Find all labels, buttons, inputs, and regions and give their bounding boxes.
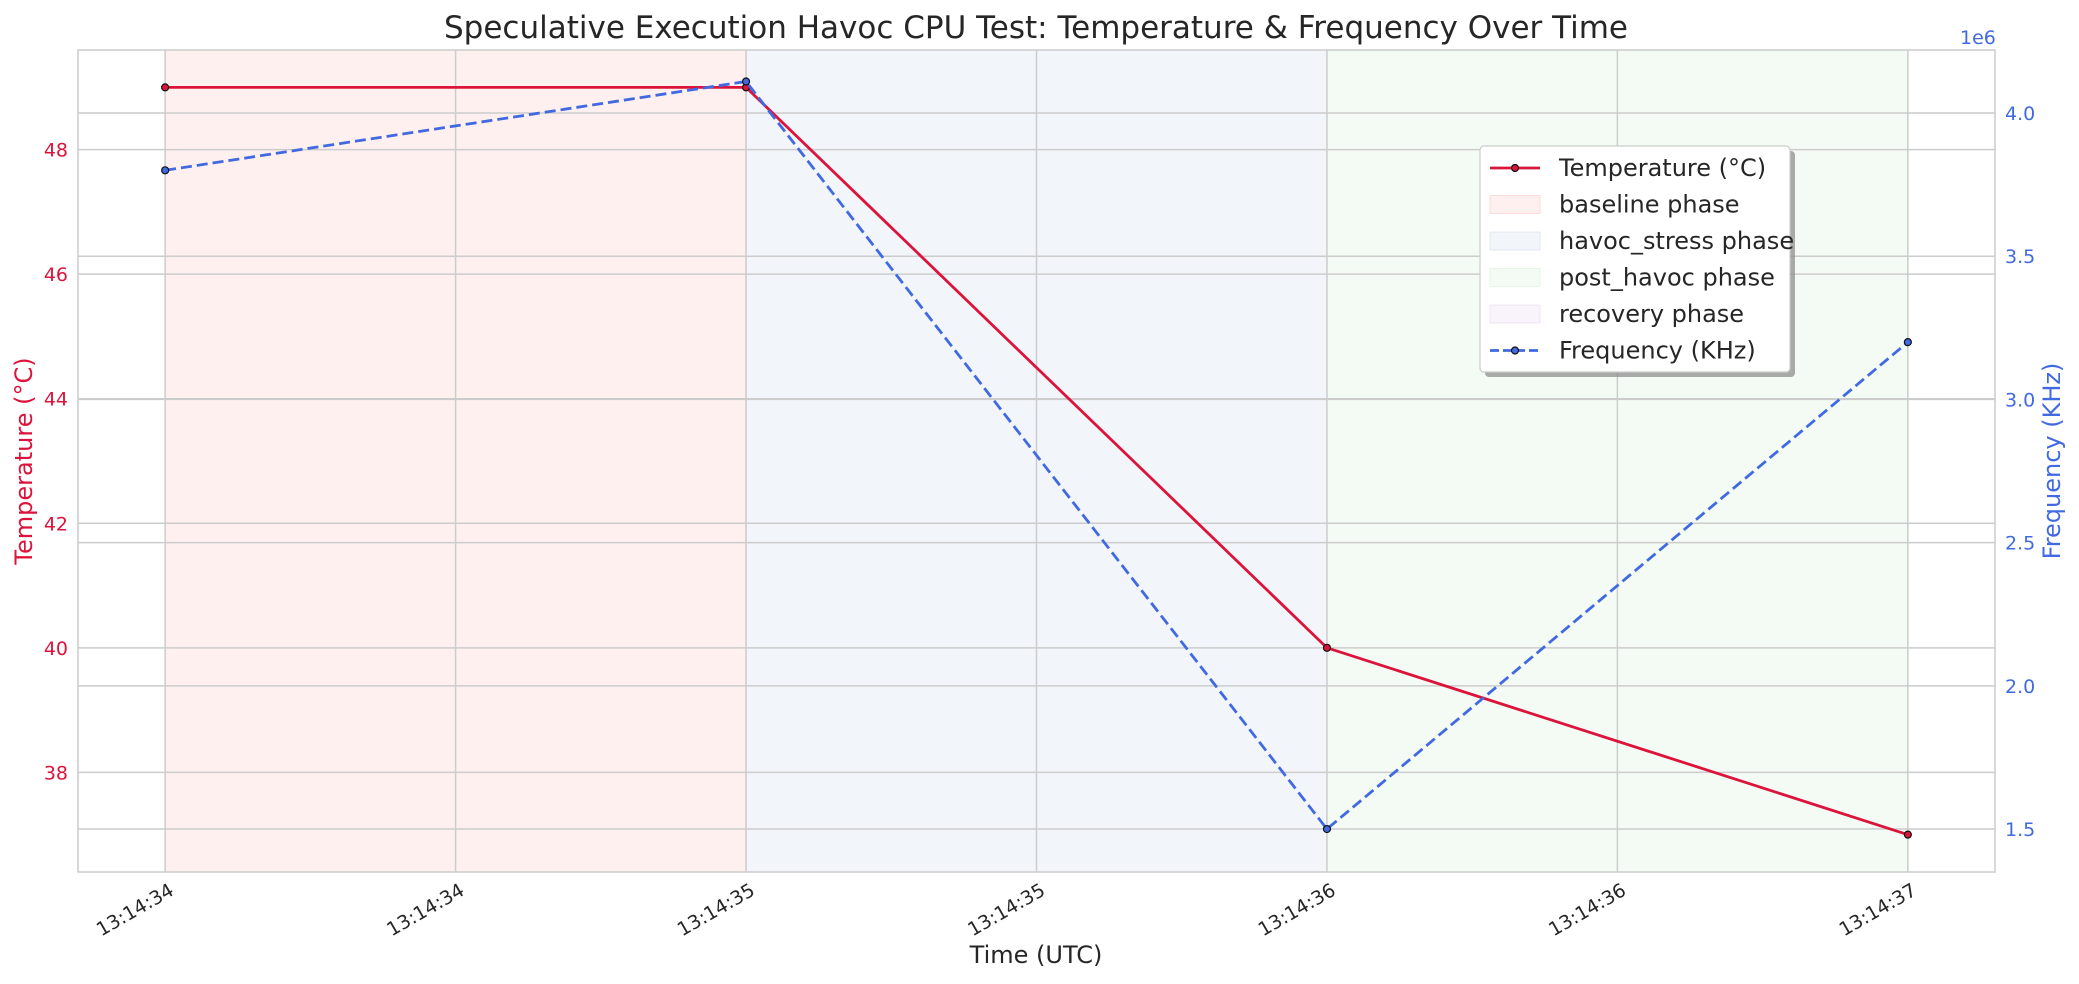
y-right-tick-label: 2.0 [2005,676,2035,698]
y-left-tick-label: 46 [44,264,68,286]
x-tick-label: 13:14:36 [1255,879,1340,941]
y-axis-right-label: Frequency (KHz) [2038,363,2066,560]
series-point-0 [1903,830,1912,839]
y-axis-right-offset: 1e6 [1960,27,1996,49]
legend-patch-swatch [1489,231,1541,251]
legend: Temperature (°C) baseline phase havoc_stre… [1479,145,1795,377]
x-tick-label: 13:14:36 [1545,879,1630,941]
y-left-tick-label: 42 [44,513,68,535]
legend-patch-swatch [1489,304,1541,324]
series-point-0 [1322,643,1332,652]
y-left-tick-label: 40 [44,638,68,660]
chart-title: Speculative Execution Havoc CPU Test: Te… [444,10,1628,46]
plot-frame [77,49,1996,873]
y-right-tick-label: 2.5 [2005,533,2035,555]
series-line-1 [164,79,1909,832]
legend-entry-label: baseline phase [1559,191,1740,219]
series-point-1 [161,166,170,175]
y-left-tick-label: 48 [44,140,68,162]
x-tick-label: 13:14:34 [93,879,178,941]
y-left-tick-label: 44 [44,389,68,411]
series-lines [161,77,1912,839]
y-right-tick-label: 4.0 [2005,103,2035,125]
legend-entry-label: recovery phase [1559,300,1744,328]
legend-patch-swatch [1489,268,1541,287]
y-axis-left-label: Temperature (°C) [10,357,38,565]
y-right-tick-label: 3.5 [2005,246,2035,268]
series-line-0 [165,85,1909,836]
series-point-1 [1322,824,1332,834]
legend-entry-label: post_havoc phase [1559,264,1775,292]
legend-entry-label: havoc_stress phase [1559,227,1794,255]
y-left-tick-label: 38 [44,762,68,784]
x-tick-label: 13:14:37 [1835,879,1920,941]
series-point-1 [741,77,751,86]
y-right-tick-label: 1.5 [2005,819,2035,841]
x-tick-label: 13:14:35 [964,879,1049,941]
x-tick-label: 13:14:34 [383,879,468,941]
legend-entry-label: Temperature (°C) [1558,154,1766,182]
series-point-0 [161,83,170,92]
x-axis-label: Time (UTC) [969,941,1103,969]
legend-marker [1510,346,1520,355]
legend-box [1479,145,1791,373]
x-tick-label: 13:14:35 [674,879,759,941]
series-point-1 [1903,338,1912,347]
legend-patch-swatch [1489,195,1541,214]
legend-entry-label: Frequency (KHz) [1559,337,1756,365]
legend-marker [1510,163,1520,173]
y-right-tick-label: 3.0 [2005,389,2035,411]
